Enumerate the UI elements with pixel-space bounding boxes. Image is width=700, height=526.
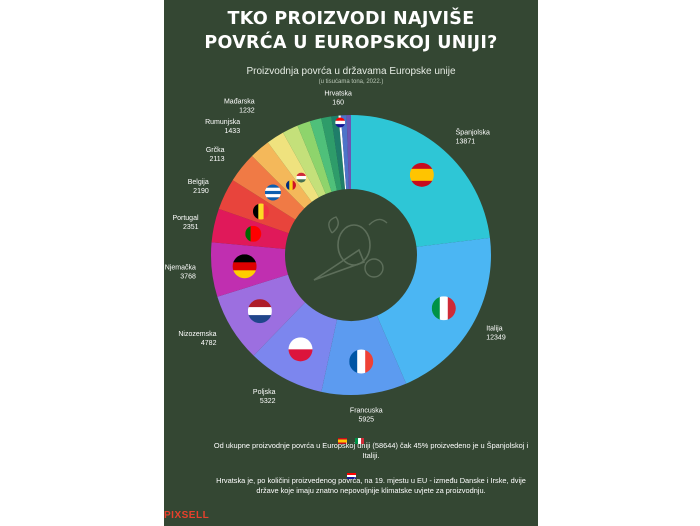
it-flag-icon xyxy=(431,296,456,321)
slice-hrvatska xyxy=(338,115,347,190)
slice-label-poljska: Poljska 5322 xyxy=(253,389,276,405)
slice-flags xyxy=(232,117,456,374)
slice-label-portugal: Portugal 2351 xyxy=(172,215,199,231)
note-spain-italy: Od ukupne proizvodnje povrća u Europskoj… xyxy=(213,441,529,460)
slice-label-belgija: Belgija 2190 xyxy=(188,179,209,195)
slice-label-španjolska: Španjolska 13871 xyxy=(456,128,490,146)
slice-label-hrvatska: Hrvatska 160 xyxy=(324,91,352,107)
vegetable-illustration-icon xyxy=(313,216,388,281)
infographic-poster: TKO PROIZVODI NAJVIŠE POVRĆA U EUROPSKOJ… xyxy=(164,0,538,526)
gr-flag-icon xyxy=(264,184,281,201)
pt-flag-icon xyxy=(245,225,262,242)
slice-other-17 xyxy=(340,115,349,190)
slice-label-njemačka: Njemačka 3768 xyxy=(165,264,196,280)
spain-italy-flags xyxy=(164,432,538,450)
slice-label-francuska: Francuska 5925 xyxy=(350,407,383,423)
slice-label-rumunjska: Rumunjska 1433 xyxy=(205,119,240,135)
slice-label-italija: Italija 12349 xyxy=(486,326,506,342)
slice-label-grčka: Grčka 2113 xyxy=(206,147,225,163)
note-croatia: Hrvatska je, po količini proizvedenog po… xyxy=(216,476,526,495)
unit-note: (u tisućama tona, 2022.) xyxy=(318,79,384,85)
slice-label-nizozemska: Nizozemska 4782 xyxy=(178,331,216,347)
italy-flag-icon xyxy=(355,437,365,444)
fr-flag-icon xyxy=(349,349,374,374)
donut-chart: Španjolska 13871 Italija 12349 Francuska 5925… xyxy=(165,91,506,424)
pl-flag-icon xyxy=(288,337,313,362)
slice-labels: Španjolska 13871 Italija 12349 Francuska 5925… xyxy=(165,91,506,424)
croatia-flag-inline xyxy=(164,467,538,485)
slice-other-11 xyxy=(282,125,326,198)
slice-other-12 xyxy=(297,121,332,195)
spain-flag-icon xyxy=(337,437,347,444)
hr-flag-icon xyxy=(335,117,346,128)
slice-other-13 xyxy=(309,118,337,192)
slice-mađarska xyxy=(267,132,319,202)
de-flag-icon xyxy=(232,254,257,279)
ro-flag-icon xyxy=(285,180,296,191)
title-line1: TKO PROIZVODI NAJVIŠE xyxy=(227,9,475,29)
slice-label-mađarska: Mađarska 1232 xyxy=(224,98,255,114)
slice-rumunjska xyxy=(251,142,312,209)
slice-other-18 xyxy=(346,115,351,190)
croatia-flag-icon xyxy=(346,472,356,479)
nl-flag-icon xyxy=(247,299,272,324)
watermark-logo: PIXSELL xyxy=(164,510,210,521)
chart-subtitle: Proizvodnja povrća u državama Europske u… xyxy=(246,66,456,77)
slice-other-14 xyxy=(321,116,342,191)
title-line2: POVRĆA U EUROPSKOJ UNIJI? xyxy=(204,33,498,53)
es-flag-icon xyxy=(409,162,434,187)
be-flag-icon xyxy=(252,203,269,220)
hu-flag-icon xyxy=(296,172,307,183)
slice-other-15 xyxy=(331,115,346,190)
